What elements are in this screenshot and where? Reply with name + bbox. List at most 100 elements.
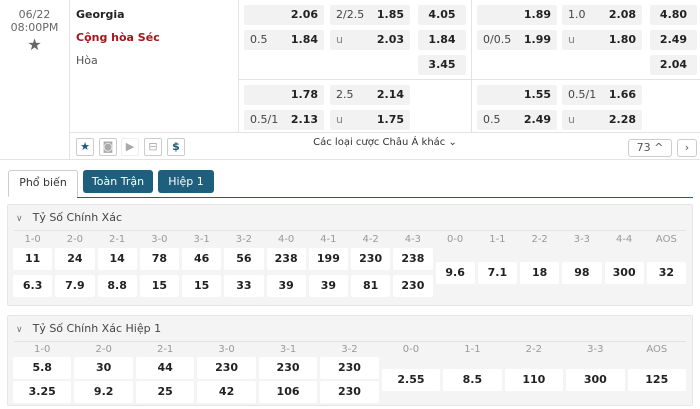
1x2-odds-cell[interactable]: 4.80	[650, 5, 697, 25]
over-under-odds-cell[interactable]: u 2.03	[330, 30, 410, 50]
tab-first-half[interactable]: Hiệp 1	[158, 170, 214, 193]
play-icon[interactable]: ▶	[121, 138, 139, 156]
home-score-odds[interactable]: 46	[182, 248, 222, 270]
handicap-odds-cell[interactable]: 0.5 1.84	[244, 30, 324, 50]
score-label: 3-3	[573, 234, 591, 245]
next-button[interactable]: ›	[677, 139, 697, 157]
divider	[238, 0, 239, 132]
over-under-odds-cell[interactable]: u 1.80	[562, 30, 642, 50]
score-label: 4-3	[404, 234, 422, 245]
draw-score-odds[interactable]: 110	[504, 369, 564, 391]
stats-icon[interactable]: ⊟	[144, 138, 162, 156]
home-score-odds[interactable]: 24	[55, 248, 95, 270]
home-score-odds[interactable]: 5.8	[13, 357, 72, 379]
away-score-odds[interactable]: 230	[393, 275, 433, 297]
score-label: 3-2	[235, 234, 253, 245]
handicap-half-odds-cell[interactable]: 0.5 2.49	[477, 110, 557, 130]
home-score-odds[interactable]: 199	[308, 248, 348, 270]
match-date: 06/22	[18, 8, 51, 21]
favorite-star-icon[interactable]: ★	[27, 35, 42, 54]
tab-underline	[77, 197, 693, 198]
away-score-odds[interactable]: 8.8	[97, 275, 137, 297]
draw-score-odds[interactable]: 7.1	[477, 262, 517, 284]
away-score-odds[interactable]: 25	[135, 381, 195, 403]
away-score-odds[interactable]: 15	[182, 275, 222, 297]
over-under-half-odds-cell[interactable]: 2.5 2.14	[330, 85, 410, 105]
handicap-half-odds-cell[interactable]: 1.55	[477, 85, 557, 105]
home-score-odds[interactable]: 14	[97, 248, 137, 270]
draw-score-odds[interactable]: 32	[646, 262, 686, 284]
over-under-half-odds-cell[interactable]: u 1.75	[330, 110, 410, 130]
star-icon[interactable]: ★	[76, 138, 94, 156]
1x2-odds-cell[interactable]: 4.05	[418, 5, 466, 25]
draw-score-odds[interactable]: 9.6	[435, 262, 475, 284]
handicap-odds-cell[interactable]: 2.06	[244, 5, 324, 25]
away-score-odds[interactable]: 39	[266, 275, 306, 297]
score-label: 4-4	[615, 234, 633, 245]
1x2-odds-cell[interactable]: 3.45	[418, 55, 466, 75]
away-score-odds[interactable]: 15	[139, 275, 179, 297]
score-label: 2-2	[531, 234, 548, 245]
tab-popular[interactable]: Phổ biến	[8, 170, 78, 197]
over-under-odds-cell[interactable]: 1.0 2.08	[562, 5, 642, 25]
away-score-odds[interactable]: 106	[258, 381, 318, 403]
draw-score-odds[interactable]: 98	[562, 262, 602, 284]
score-label: 4-0	[277, 234, 295, 245]
home-score-odds[interactable]: 230	[197, 357, 256, 379]
score-label: 3-0	[151, 234, 168, 245]
home-score-odds[interactable]: 11	[13, 248, 53, 270]
divider	[471, 0, 472, 132]
more-asian-bets-button[interactable]: Các loại cược Châu Á khác ⌄	[313, 137, 457, 148]
section-header[interactable]: ∨ Tỷ Số Chính Xác	[16, 211, 123, 224]
away-score-odds[interactable]: 81	[351, 275, 391, 297]
1x2-odds-cell[interactable]: 2.49	[650, 30, 697, 50]
draw-score-odds[interactable]: 8.5	[443, 369, 502, 391]
handicap-odds-cell[interactable]: 1.89	[477, 5, 557, 25]
dollar-icon[interactable]: $	[167, 138, 185, 156]
handicap-half-odds-cell[interactable]: 1.78	[244, 85, 324, 105]
away-score-odds[interactable]: 33	[224, 275, 264, 297]
away-score-odds[interactable]: 6.3	[13, 275, 53, 297]
home-score-odds[interactable]: 78	[139, 248, 179, 270]
home-score-odds[interactable]: 238	[266, 248, 306, 270]
odds-line: 0/0.5	[483, 33, 512, 46]
draw-score-odds[interactable]: 18	[520, 262, 560, 284]
odds-line: 0.5/1	[250, 113, 279, 126]
market-count-button[interactable]: 73 ^	[628, 139, 672, 157]
over-under-odds-cell[interactable]: 2/2.5 1.85	[330, 5, 410, 25]
over-under-half-odds-cell[interactable]: u 2.28	[562, 110, 642, 130]
draw-score-odds[interactable]: 300	[604, 262, 644, 284]
home-team: Georgia	[76, 8, 125, 21]
tab-full-match[interactable]: Toàn Trận	[83, 170, 153, 193]
section-header[interactable]: ∨ Tỷ Số Chính Xác Hiệp 1	[16, 322, 162, 335]
away-score-odds[interactable]: 42	[197, 381, 256, 403]
away-score-odds[interactable]: 3.25	[13, 381, 72, 403]
draw-score-odds[interactable]: 300	[566, 369, 625, 391]
away-score-odds[interactable]: 39	[308, 275, 348, 297]
odds-line: 0.5	[250, 33, 268, 46]
odds-value: 2.06	[290, 8, 318, 21]
over-under-half-odds-cell[interactable]: 0.5/1 1.66	[562, 85, 642, 105]
home-score-odds[interactable]: 30	[74, 357, 133, 379]
handicap-odds-cell[interactable]: 0/0.5 1.99	[477, 30, 557, 50]
home-score-odds[interactable]: 238	[393, 248, 433, 270]
jersey-icon[interactable]: ◙	[99, 138, 117, 156]
home-score-odds[interactable]: 230	[351, 248, 391, 270]
away-score-odds[interactable]: 7.9	[55, 275, 95, 297]
home-score-odds[interactable]: 44	[135, 357, 195, 379]
home-score-odds[interactable]: 56	[224, 248, 264, 270]
draw-score-odds[interactable]: 2.55	[381, 369, 441, 391]
chevron-up-icon: ^	[654, 141, 664, 154]
away-score-odds[interactable]: 230	[320, 381, 379, 403]
score-label: 2-2	[525, 344, 543, 355]
home-score-odds[interactable]: 230	[258, 357, 318, 379]
1x2-odds-cell[interactable]: 1.84	[418, 30, 466, 50]
1x2-odds-cell[interactable]: 2.04	[650, 55, 697, 75]
handicap-half-odds-cell[interactable]: 0.5/1 2.13	[244, 110, 324, 130]
chevron-down-icon: ∨	[16, 214, 23, 224]
draw-score-odds[interactable]: 125	[627, 369, 686, 391]
score-label: 2-0	[66, 234, 84, 245]
odds-value: 1.85	[376, 8, 404, 21]
home-score-odds[interactable]: 230	[320, 357, 379, 379]
away-score-odds[interactable]: 9.2	[74, 381, 133, 403]
